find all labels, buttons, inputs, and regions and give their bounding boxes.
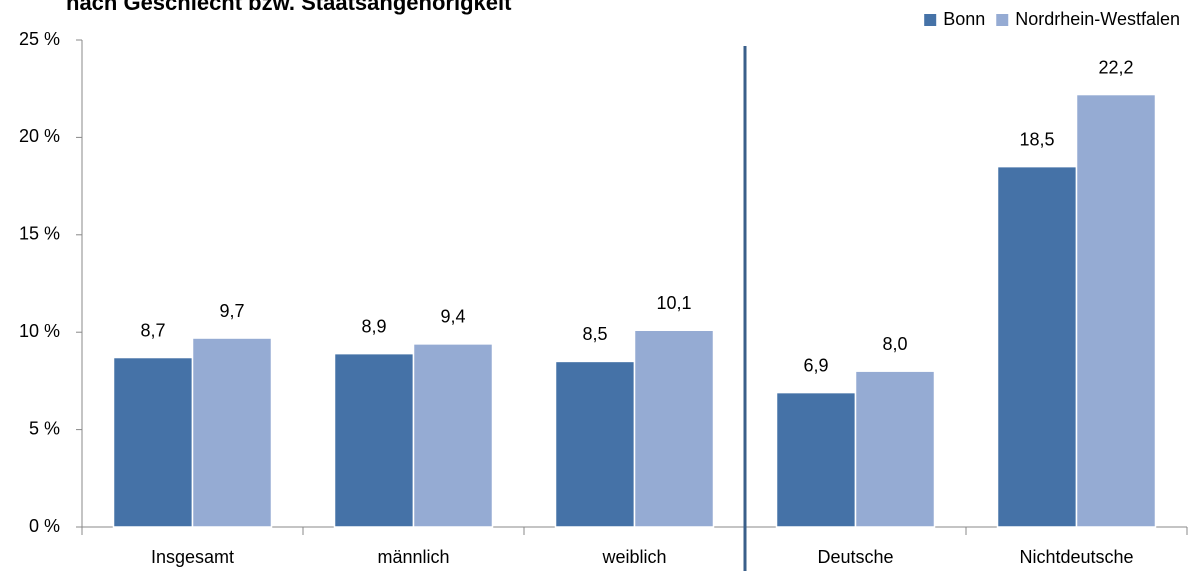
value-label: 8,0 <box>882 334 907 354</box>
x-tick-label: weiblich <box>601 547 666 567</box>
y-tick-label: 20 % <box>19 126 60 146</box>
value-label: 8,9 <box>361 316 386 336</box>
chart-title: nach Geschlecht bzw. Staatsangehörigkeit <box>66 0 512 15</box>
legend-swatch <box>996 14 1009 26</box>
legend-label: Bonn <box>943 9 985 29</box>
y-tick-label: 15 % <box>19 224 60 244</box>
legend-label: Nordrhein-Westfalen <box>1015 9 1180 29</box>
bar <box>1075 93 1157 528</box>
x-tick-label: Insgesamt <box>151 547 234 567</box>
value-label: 10,1 <box>656 293 691 313</box>
y-tick-label: 25 % <box>19 29 60 49</box>
bar <box>191 337 273 528</box>
bar <box>996 165 1078 528</box>
x-tick-label: Deutsche <box>817 547 893 567</box>
value-label: 9,7 <box>219 301 244 321</box>
bar <box>775 391 857 528</box>
value-label: 8,7 <box>140 320 165 340</box>
value-label: 18,5 <box>1019 129 1054 149</box>
x-tick-label: Nichtdeutsche <box>1019 547 1133 567</box>
value-label: 9,4 <box>440 307 465 327</box>
y-tick-label: 5 % <box>29 418 60 438</box>
bar <box>333 352 415 528</box>
value-label: 8,5 <box>582 324 607 344</box>
bar <box>854 370 936 528</box>
value-label: 6,9 <box>803 355 828 375</box>
y-tick-label: 0 % <box>29 516 60 536</box>
legend-swatch <box>924 14 937 26</box>
bar <box>112 356 194 528</box>
bar <box>633 329 715 528</box>
y-tick-label: 10 % <box>19 321 60 341</box>
x-tick-label: männlich <box>377 547 449 567</box>
bar <box>554 360 636 528</box>
value-label: 22,2 <box>1098 57 1133 77</box>
bar <box>412 343 494 528</box>
